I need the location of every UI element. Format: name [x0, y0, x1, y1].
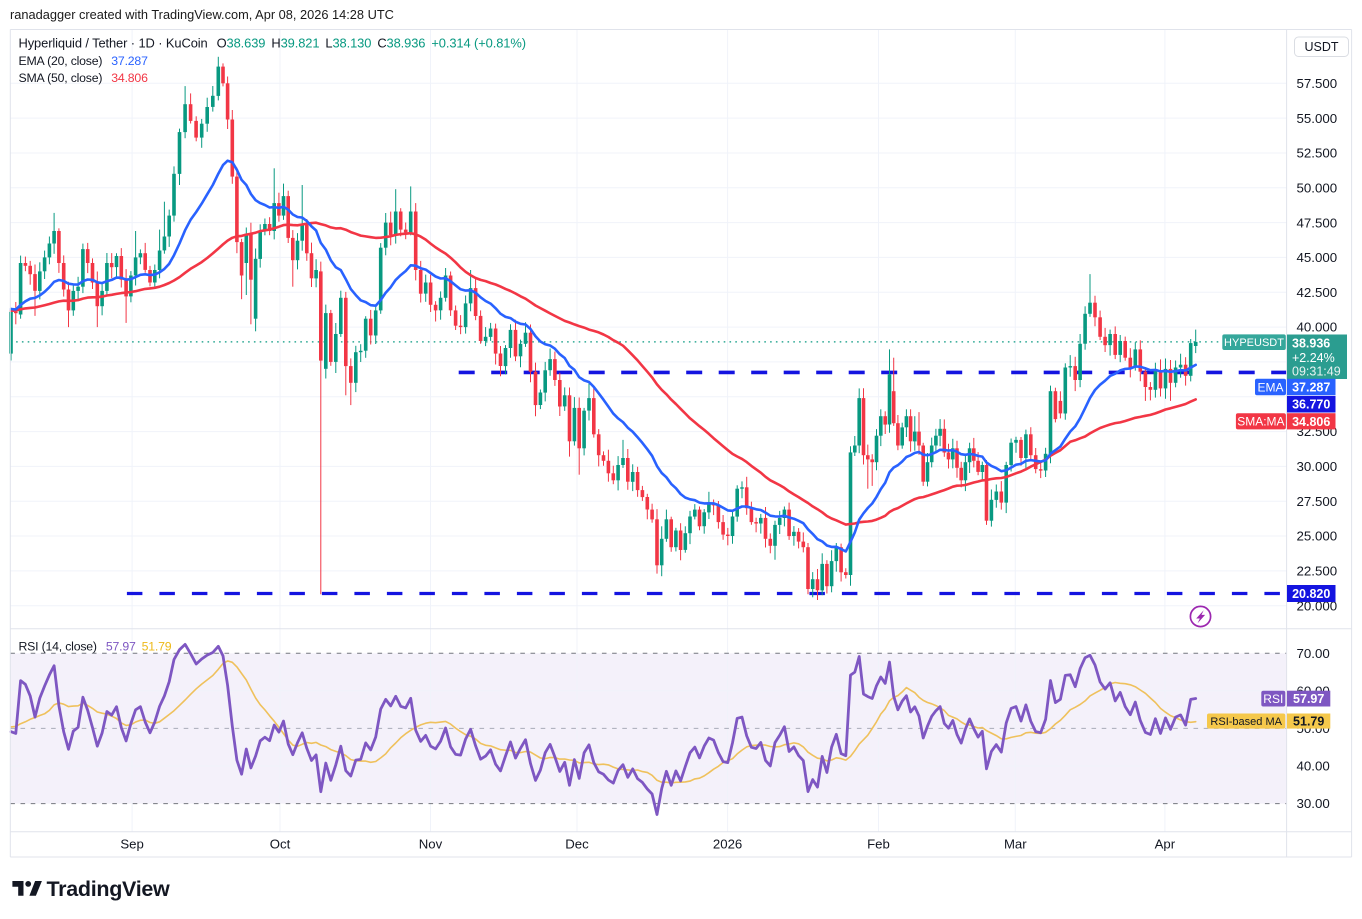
svg-text:09:31:49: 09:31:49 — [1292, 365, 1341, 379]
svg-text:EMA: EMA — [1257, 380, 1283, 394]
svg-text:40.00: 40.00 — [1297, 759, 1330, 774]
svg-text:30.000: 30.000 — [1297, 459, 1338, 474]
svg-text:TradingView: TradingView — [47, 877, 171, 901]
svg-text:RSI-based MA: RSI-based MA — [1210, 716, 1282, 728]
svg-text:RSI: RSI — [1263, 692, 1283, 706]
svg-text:Feb: Feb — [867, 837, 890, 852]
svg-text:47.500: 47.500 — [1297, 215, 1338, 230]
svg-text:EMA (20, close)37.287: EMA (20, close) 37.287 — [19, 54, 149, 68]
svg-text:Dec: Dec — [565, 837, 589, 852]
svg-text:Hyperliquid / Tether · 1D · Ku: Hyperliquid / Tether · 1D · KuCoin O38.63… — [19, 36, 526, 51]
svg-text:Oct: Oct — [270, 837, 291, 852]
svg-text:34.806: 34.806 — [1292, 415, 1330, 429]
svg-text:SMA (50, close)34.806: SMA (50, close) 34.806 — [19, 71, 149, 85]
svg-text:20.820: 20.820 — [1292, 587, 1330, 601]
svg-text:57.500: 57.500 — [1297, 76, 1338, 91]
svg-text:22.500: 22.500 — [1297, 564, 1338, 579]
svg-text:20.000: 20.000 — [1297, 598, 1338, 613]
svg-text:Apr: Apr — [1155, 837, 1176, 852]
svg-text:37.287: 37.287 — [1292, 381, 1330, 395]
svg-text:SMA:MA: SMA:MA — [1237, 415, 1284, 429]
svg-text:50.000: 50.000 — [1297, 180, 1338, 195]
svg-text:45.000: 45.000 — [1297, 250, 1338, 265]
svg-text:52.500: 52.500 — [1297, 146, 1338, 161]
svg-text:Nov: Nov — [419, 837, 443, 852]
svg-text:Mar: Mar — [1004, 837, 1027, 852]
svg-text:27.500: 27.500 — [1297, 494, 1338, 509]
svg-text:55.000: 55.000 — [1297, 111, 1338, 126]
svg-text:30.00: 30.00 — [1297, 796, 1330, 811]
svg-text:+2.24%: +2.24% — [1292, 351, 1335, 365]
svg-text:51.79: 51.79 — [1293, 715, 1324, 729]
svg-text:HYPEUSDT: HYPEUSDT — [1224, 337, 1284, 349]
svg-text:Sep: Sep — [120, 837, 143, 852]
svg-text:40.000: 40.000 — [1297, 320, 1338, 335]
svg-text:25.000: 25.000 — [1297, 529, 1338, 544]
svg-text:USDT: USDT — [1304, 40, 1338, 54]
svg-text:42.500: 42.500 — [1297, 285, 1338, 300]
svg-text:ranadagger created with Tradin: ranadagger created with TradingView.com,… — [10, 7, 394, 22]
svg-text:38.936: 38.936 — [1292, 337, 1330, 351]
svg-text:2026: 2026 — [713, 837, 742, 852]
svg-text:70.00: 70.00 — [1297, 646, 1330, 661]
svg-text:57.97: 57.97 — [1293, 692, 1324, 706]
svg-text:36.770: 36.770 — [1292, 398, 1330, 412]
